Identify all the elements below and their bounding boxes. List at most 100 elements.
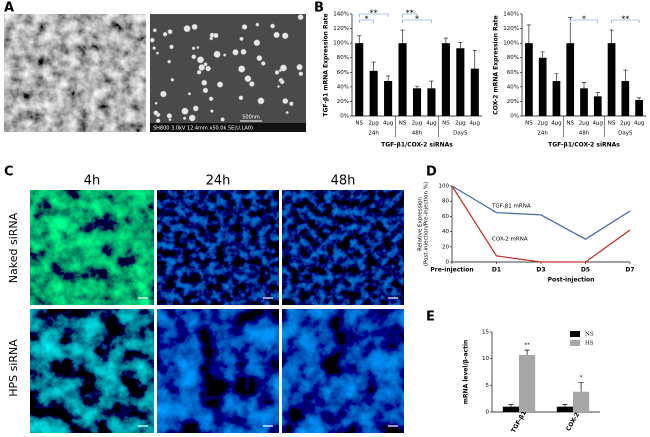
particle bbox=[255, 22, 260, 27]
y-tick-label: 40% bbox=[507, 84, 519, 90]
particle bbox=[152, 46, 156, 50]
panel-label: C bbox=[4, 165, 14, 180]
bar bbox=[456, 48, 465, 116]
particle bbox=[278, 68, 282, 72]
bar bbox=[441, 43, 450, 117]
significance-mark: * bbox=[582, 15, 586, 24]
y-tick-label: 0% bbox=[340, 114, 349, 120]
y-tick-label: 140% bbox=[503, 12, 519, 18]
y-axis-label: (Post-injection/Pre-injection %) bbox=[424, 182, 430, 266]
x-tick-label: NS bbox=[608, 121, 616, 127]
x-axis-label: TGF-β1/COX-2 siRNAs bbox=[548, 142, 620, 149]
bar bbox=[502, 406, 519, 412]
y-tick-label: 20% bbox=[337, 99, 349, 105]
micrograph bbox=[30, 309, 154, 433]
row-label: Naked siRNA bbox=[7, 212, 20, 283]
x-tick-label: NS bbox=[525, 121, 533, 127]
significance-mark: * bbox=[364, 15, 368, 24]
bar bbox=[593, 96, 602, 116]
particle bbox=[239, 36, 244, 41]
particle bbox=[238, 65, 246, 73]
error-bar bbox=[582, 82, 586, 89]
particle bbox=[162, 31, 168, 37]
legend-swatch bbox=[570, 331, 580, 337]
significance-bracket bbox=[569, 19, 599, 23]
x-tick-label: 4µg bbox=[551, 121, 562, 127]
particle bbox=[298, 71, 304, 77]
bar bbox=[427, 88, 436, 116]
error-bar bbox=[623, 69, 628, 82]
particle bbox=[256, 55, 263, 62]
y-tick-label: 120% bbox=[333, 26, 349, 32]
particle bbox=[270, 23, 275, 29]
error-bar bbox=[472, 50, 477, 69]
x-tick-label: D7 bbox=[625, 267, 634, 274]
bar bbox=[580, 88, 588, 116]
particle bbox=[191, 46, 196, 51]
particle bbox=[209, 36, 213, 41]
column-label: 48h bbox=[331, 174, 356, 189]
error-bar bbox=[415, 85, 419, 89]
x-tick-label: 4µg bbox=[593, 121, 604, 127]
y-axis-label: mRNA level/β-actin bbox=[463, 340, 470, 405]
y-tick-label: 20% bbox=[507, 99, 519, 105]
x-tick-label: 2µg bbox=[455, 121, 466, 127]
micrograph bbox=[157, 190, 279, 305]
particle bbox=[166, 113, 173, 119]
error-bar bbox=[554, 73, 559, 82]
x-axis-label: Post-injection bbox=[548, 277, 595, 284]
particle bbox=[196, 69, 202, 75]
y-tick-label: 5 bbox=[486, 383, 490, 389]
error-bar bbox=[540, 51, 545, 58]
significance-bracket bbox=[402, 13, 418, 17]
particle bbox=[181, 107, 189, 115]
significance-bracket bbox=[358, 19, 374, 23]
particle bbox=[241, 24, 248, 30]
x-tick-label: 4µg bbox=[634, 121, 645, 127]
significance-mark: ** bbox=[621, 15, 629, 24]
particle bbox=[202, 87, 209, 94]
group-label: 48h bbox=[579, 131, 590, 137]
legend-label: HS bbox=[585, 341, 594, 347]
significance-bracket bbox=[402, 19, 432, 23]
x-tick-label: NS bbox=[399, 121, 407, 127]
y-tick-label: 80% bbox=[507, 55, 519, 61]
particle bbox=[232, 49, 239, 56]
particle bbox=[155, 118, 161, 123]
bar bbox=[470, 68, 479, 116]
particle bbox=[192, 105, 199, 112]
y-tick-label: 10 bbox=[482, 356, 489, 362]
error-bar bbox=[429, 80, 434, 89]
x-tick-label: Pre-injection bbox=[430, 267, 473, 274]
x-tick-label: NS bbox=[355, 121, 363, 127]
x-tick-label: 2µg bbox=[368, 121, 379, 127]
particle bbox=[198, 64, 206, 71]
bar bbox=[552, 81, 561, 116]
particle bbox=[149, 37, 155, 43]
particle bbox=[167, 29, 173, 35]
x-tick-label: 2µg bbox=[579, 121, 590, 127]
group-label: Day5 bbox=[618, 131, 633, 137]
line bbox=[451, 185, 631, 240]
particle bbox=[205, 65, 211, 72]
particle bbox=[201, 79, 208, 86]
y-tick-label: 60 bbox=[442, 214, 449, 220]
sem-info-bar bbox=[150, 123, 306, 132]
error-bar bbox=[443, 37, 448, 44]
particle bbox=[213, 32, 219, 39]
bar bbox=[566, 43, 575, 117]
significance-mark: * bbox=[580, 375, 583, 381]
particle bbox=[282, 98, 289, 105]
y-tick-label: 80% bbox=[337, 55, 349, 61]
y-tick-label: 20 bbox=[442, 244, 449, 250]
particle bbox=[217, 81, 224, 88]
micrograph bbox=[157, 309, 279, 433]
column-label: 4h bbox=[84, 174, 101, 189]
x-tick-label: 2µg bbox=[412, 121, 423, 127]
panel-label: A bbox=[4, 1, 14, 16]
bar bbox=[355, 43, 364, 117]
particle bbox=[160, 90, 167, 98]
x-tick-label: COX-2 bbox=[565, 412, 581, 433]
sem-image-group bbox=[149, 14, 306, 132]
particle bbox=[257, 97, 265, 105]
